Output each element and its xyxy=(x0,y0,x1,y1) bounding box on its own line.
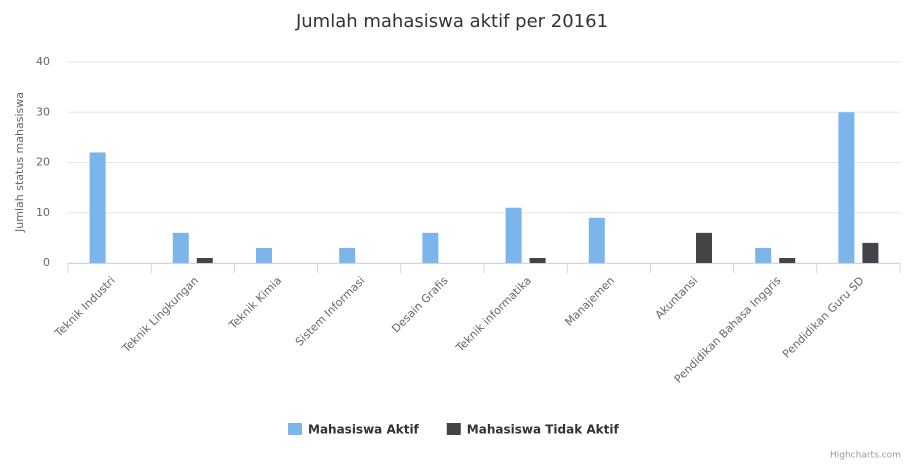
x-tick-label: Sistem Informasi xyxy=(293,274,368,349)
y-tick-label: 0 xyxy=(43,256,50,269)
bar xyxy=(422,232,439,263)
x-tick-label: Teknik Industri xyxy=(52,274,118,340)
x-tick-label: Teknik Lingkungan xyxy=(119,274,201,356)
y-tick-label: 10 xyxy=(36,206,50,219)
x-tick-label: Akuntansi xyxy=(653,274,701,322)
bar xyxy=(588,217,605,263)
bar xyxy=(862,242,879,263)
x-tick-label: Pendidikan Guru SD xyxy=(780,274,867,361)
bar xyxy=(755,247,772,263)
bar xyxy=(838,112,855,263)
bar xyxy=(529,257,546,263)
x-tick-label: Teknik informatika xyxy=(453,274,534,355)
legend-swatch xyxy=(288,423,302,435)
bar xyxy=(779,257,796,263)
y-tick-label: 40 xyxy=(36,55,50,68)
bar xyxy=(196,257,213,263)
bar xyxy=(339,247,356,263)
x-tick-label: Manajemen xyxy=(562,274,617,329)
bar xyxy=(172,232,189,263)
legend-swatch xyxy=(446,423,461,435)
credit: Highcharts.com xyxy=(830,451,901,461)
bar xyxy=(696,232,712,263)
bar xyxy=(89,152,106,263)
y-axis-label: Jumlah status mahasiswa xyxy=(13,92,26,233)
x-tick-label: Desain Grafis xyxy=(389,274,450,335)
legend-label: Mahasiswa Tidak Aktif xyxy=(467,423,620,437)
bar xyxy=(505,207,522,263)
y-tick-label: 20 xyxy=(36,156,50,169)
legend-label: Mahasiswa Aktif xyxy=(308,423,420,437)
y-tick-label: 30 xyxy=(36,105,50,118)
bar xyxy=(256,247,272,263)
chart-title: Jumlah mahasiswa aktif per 20161 xyxy=(295,11,608,32)
x-tick-label: Teknik Kimia xyxy=(226,274,284,332)
